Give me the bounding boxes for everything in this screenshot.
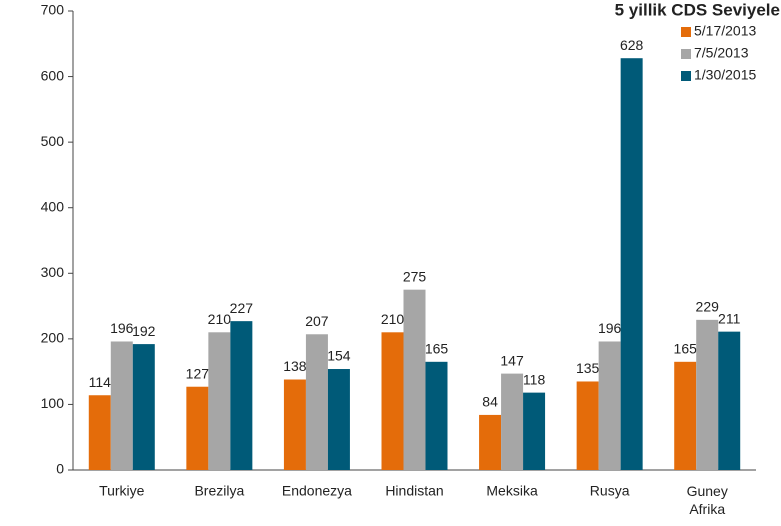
bar (305, 334, 328, 470)
x-tick-label: Endonezya (282, 483, 352, 499)
data-label: 628 (620, 37, 644, 53)
legend-label: 7/5/2013 (694, 45, 749, 61)
bar (674, 361, 697, 470)
data-label: 84 (482, 394, 498, 410)
bar (110, 341, 133, 470)
legend-swatch (681, 27, 691, 37)
y-tick-label: 0 (56, 461, 64, 477)
x-tick-label: Hindistan (385, 483, 443, 499)
y-tick-label: 100 (41, 395, 65, 411)
y-tick-label: 300 (41, 264, 65, 280)
data-label: 135 (576, 360, 600, 376)
chart-title: 5 yillik CDS Seviyele (615, 0, 780, 19)
bar (186, 386, 209, 470)
bar (696, 319, 719, 470)
bar (381, 332, 404, 470)
data-label: 154 (327, 348, 351, 364)
x-tick-label: Rusya (590, 483, 630, 499)
bar (425, 361, 448, 470)
data-label: 207 (305, 313, 329, 329)
bar (208, 332, 231, 470)
y-tick-label: 400 (41, 198, 65, 214)
x-tick-label: Turkiye (99, 483, 145, 499)
bar (132, 344, 155, 470)
x-tick-label: Brezilya (194, 483, 244, 499)
bar (718, 331, 741, 470)
y-tick-label: 700 (41, 2, 65, 18)
bar (88, 395, 111, 470)
bar (479, 414, 502, 470)
data-label: 227 (230, 300, 254, 316)
legend-swatch (681, 71, 691, 81)
data-label: 127 (186, 365, 210, 381)
x-tick-label: Guney Afrika (687, 483, 728, 517)
bar (283, 379, 306, 470)
data-label: 275 (403, 268, 427, 284)
bar (403, 289, 426, 470)
data-label: 114 (89, 374, 112, 390)
data-label: 138 (283, 358, 307, 374)
y-tick-label: 600 (41, 67, 65, 83)
legend-swatch (681, 49, 691, 59)
data-label: 196 (598, 320, 622, 336)
data-label: 211 (718, 310, 741, 326)
data-label: 118 (523, 371, 546, 387)
data-label: 147 (500, 352, 524, 368)
data-label: 210 (208, 311, 232, 327)
bar (576, 381, 599, 470)
x-tick-label: Meksika (486, 483, 538, 499)
bar (501, 373, 524, 470)
y-tick-label: 500 (41, 133, 65, 149)
data-label: 192 (132, 323, 156, 339)
bar (598, 341, 621, 470)
bar (620, 58, 643, 471)
data-label: 165 (674, 341, 698, 357)
data-label: 165 (425, 341, 449, 357)
legend-label: 1/30/2015 (694, 67, 756, 83)
bar (523, 392, 546, 470)
bar (327, 369, 350, 470)
data-label: 210 (381, 311, 405, 327)
y-tick-label: 200 (41, 330, 65, 346)
data-label: 196 (110, 320, 134, 336)
data-label: 229 (696, 299, 720, 315)
bar (230, 321, 253, 470)
legend-label: 5/17/2013 (694, 23, 756, 39)
